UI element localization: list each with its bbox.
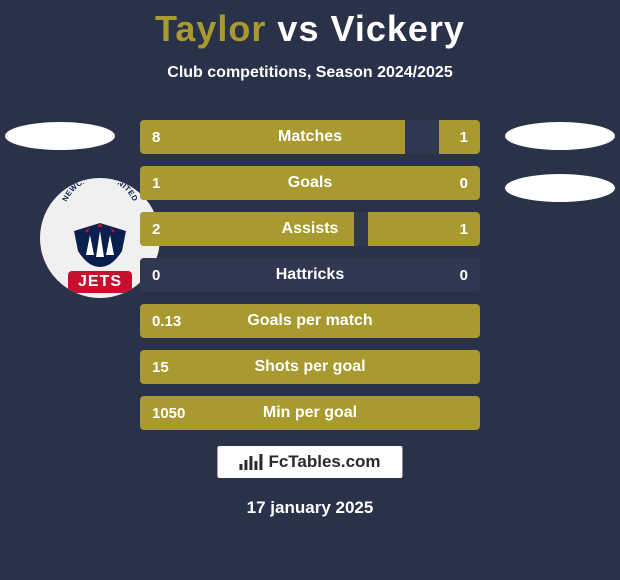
player2-name: Vickery — [330, 8, 464, 49]
stat-label: Shots per goal — [140, 358, 480, 376]
player2-club-placeholder — [505, 174, 615, 202]
footer-date: 17 january 2025 — [0, 498, 620, 518]
stat-label: Assists — [140, 220, 480, 238]
stats-panel: 81Matches 10Goals 21Assists 00Hattricks 0.13… — [140, 120, 480, 442]
club-badge-shield-icon — [70, 221, 130, 269]
stat-row: 15Shots per goal — [140, 350, 480, 384]
stat-label: Goals — [140, 174, 480, 192]
vs-text: vs — [277, 8, 319, 49]
club-badge-bottom-text: JETS — [68, 271, 132, 293]
stat-row: 81Matches — [140, 120, 480, 154]
stat-row: 21Assists — [140, 212, 480, 246]
player1-name: Taylor — [155, 8, 266, 49]
player1-photo-placeholder — [5, 122, 115, 150]
stat-row: 00Hattricks — [140, 258, 480, 292]
comparison-card: Taylor vs Vickery Club competitions, Sea… — [0, 0, 620, 580]
stat-row: 0.13Goals per match — [140, 304, 480, 338]
club-badge-top-text: NEWCASTLE UNITED — [60, 183, 140, 203]
stat-label: Goals per match — [140, 312, 480, 330]
bar-chart-icon — [239, 454, 262, 470]
stat-label: Min per goal — [140, 404, 480, 422]
page-title: Taylor vs Vickery — [0, 0, 620, 50]
subtitle: Club competitions, Season 2024/2025 — [0, 64, 620, 82]
stat-row: 1050Min per goal — [140, 396, 480, 430]
stat-row: 10Goals — [140, 166, 480, 200]
site-name: FcTables.com — [268, 452, 380, 472]
stat-label: Matches — [140, 128, 480, 146]
svg-text:NEWCASTLE UNITED: NEWCASTLE UNITED — [60, 183, 140, 203]
player2-photo-placeholder — [505, 122, 615, 150]
stat-label: Hattricks — [140, 266, 480, 284]
site-tag: FcTables.com — [217, 446, 402, 478]
